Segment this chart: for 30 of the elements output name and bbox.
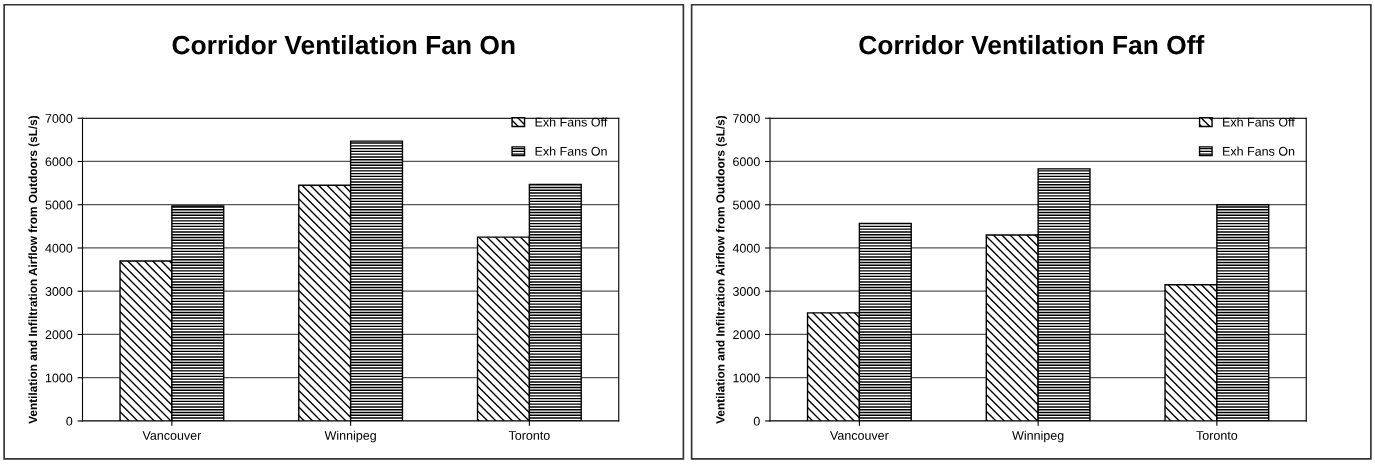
y-tick-label: 4000 [45, 243, 73, 253]
y-tick-label: 7000 [733, 114, 760, 123]
y-tick-label: 2000 [733, 330, 760, 340]
legend-label: Exh Fans On [1223, 146, 1295, 156]
y-tick-label: 5000 [45, 200, 73, 210]
y-tick-label: 5000 [732, 200, 760, 210]
y-tick-label: 4000 [732, 243, 760, 253]
y-tick-label: 3000 [732, 287, 760, 296]
y-tick-label: 3000 [45, 287, 73, 296]
y-tick-label: 6000 [733, 157, 760, 167]
y-tick-label: 2000 [45, 330, 73, 340]
legend-label: Exh Fans On [535, 146, 607, 156]
x-tick-label: Vancouver [830, 431, 889, 440]
y-tick-label: 1000 [45, 373, 73, 383]
x-tick-label: Winnipeg [324, 430, 376, 443]
x-tick-label: Toronto [508, 431, 550, 440]
x-tick-label: Winnipeg [1012, 430, 1064, 443]
legend-label: Exh Fans Off [1223, 117, 1295, 127]
y-tick-label: 1000 [733, 373, 760, 383]
y-axis-title: Ventilation and Infiltration Airflow from Outdoors (sL/s) [715, 115, 727, 424]
x-tick-label: Vancouver [142, 431, 202, 440]
chart-title: Corridor Ventilation Fan Off [859, 35, 1205, 55]
x-tick-label: Toronto [1196, 431, 1238, 440]
y-axis-title: Ventilation and Infiltration Airflow from Outdoors (sL/s) [28, 115, 40, 424]
y-tick-label: 6000 [45, 157, 73, 167]
y-tick-label: 7000 [45, 114, 73, 123]
chart-title: Corridor Ventilation Fan On [172, 35, 515, 55]
legend-label: Exh Fans Off [535, 117, 608, 127]
y-tick-label: 0 [753, 416, 760, 426]
y-tick-label: 0 [66, 416, 73, 426]
